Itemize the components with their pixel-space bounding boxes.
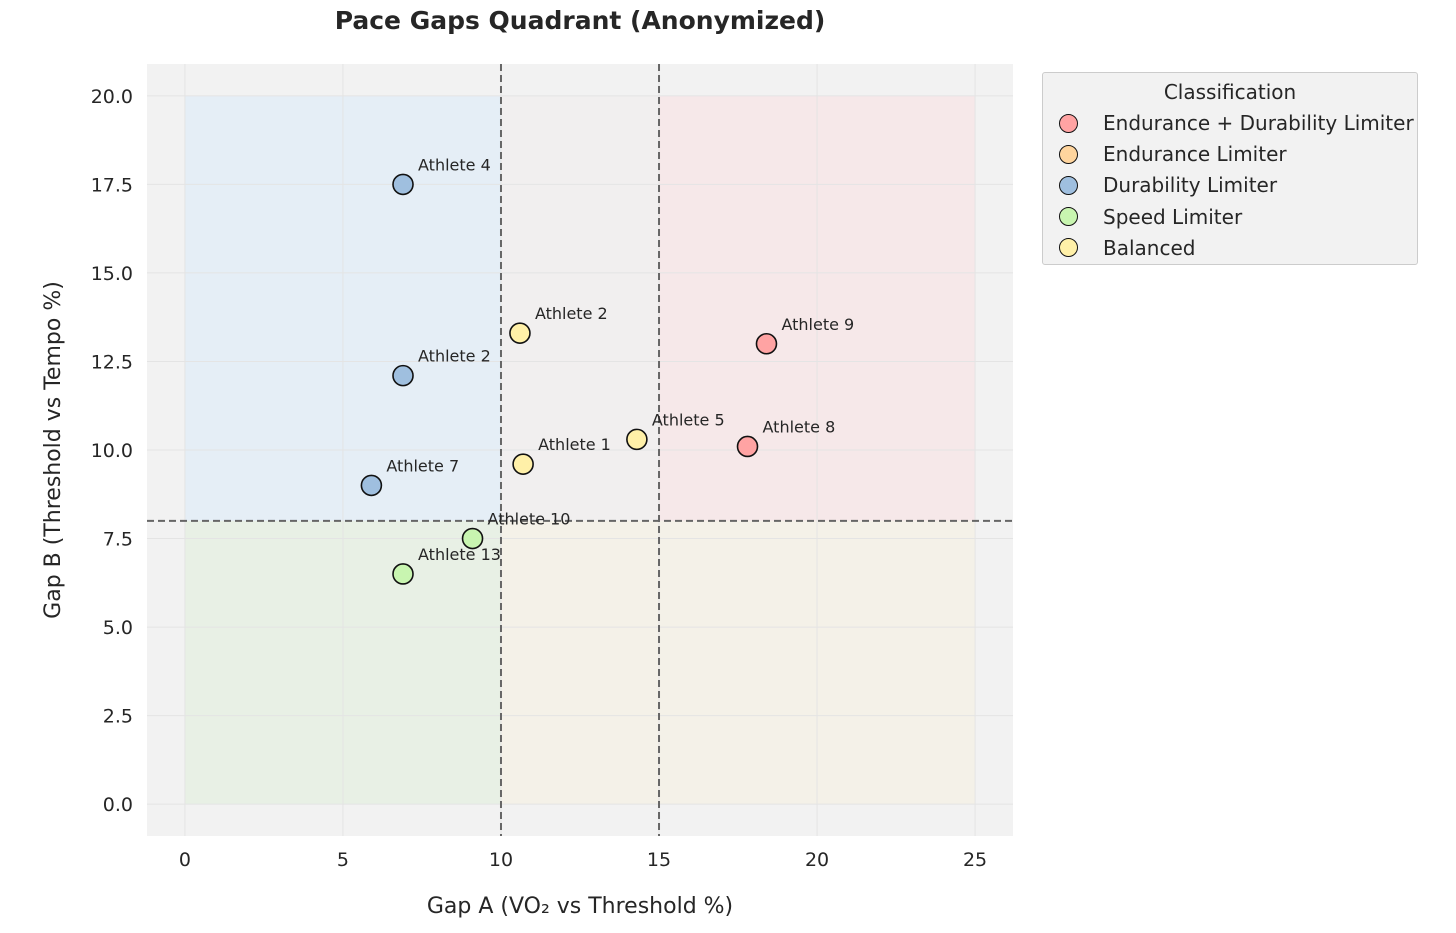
- data-label: Athlete 1: [538, 435, 611, 454]
- data-label: Athlete 4: [418, 155, 491, 174]
- data-label: Athlete 13: [418, 545, 501, 564]
- legend-item: Speed Limiter: [1059, 204, 1242, 230]
- data-point-labels: Athlete 9 Athlete 8 Athlete 4 Athlete 2 Athl…: [386, 155, 854, 564]
- data-label: Athlete 5: [652, 410, 725, 429]
- legend: Classification Endurance + Durability Li…: [1042, 72, 1418, 265]
- y-axis-label: Gap B (Threshold vs Tempo %): [41, 281, 66, 619]
- y-tick-label: 5.0: [103, 617, 133, 639]
- y-tick-label: 12.5: [91, 351, 133, 373]
- y-tick-label: 20.0: [91, 86, 133, 108]
- legend-item: Balanced: [1059, 235, 1195, 261]
- x-tick-label: 10: [489, 849, 513, 871]
- data-label: Athlete 7: [386, 456, 459, 475]
- data-point: [626, 428, 648, 451]
- legend-label: Endurance + Durability Limiter: [1103, 111, 1414, 135]
- y-tick-label: 7.5: [103, 529, 133, 551]
- data-point: [755, 332, 778, 355]
- legend-marker: [1059, 238, 1078, 258]
- legend-item: Endurance Limiter: [1059, 141, 1287, 167]
- legend-item: Endurance + Durability Limiter: [1059, 110, 1414, 136]
- x-tick-label: 20: [805, 849, 829, 871]
- data-label: Athlete 2: [418, 347, 491, 366]
- data-label: Athlete 9: [781, 315, 854, 334]
- data-point: [509, 322, 531, 344]
- x-axis-ticks: 0 5 10 15 20 25: [179, 849, 987, 871]
- y-tick-label: 0.0: [103, 794, 133, 816]
- data-point: [392, 563, 414, 585]
- x-tick-label: 0: [179, 849, 191, 871]
- legend-label: Balanced: [1103, 235, 1196, 260]
- chart-title: Pace Gaps Quadrant (Anonymized): [334, 6, 826, 35]
- legend-marker: [1059, 207, 1078, 227]
- legend-marker: [1059, 175, 1078, 195]
- y-axis-ticks: 0.0 2.5 5.0 7.5 10.0 12.5 15.0 17.5 20.0: [91, 86, 133, 816]
- data-label: Athlete 8: [763, 417, 836, 436]
- y-tick-label: 10.0: [91, 440, 133, 462]
- x-tick-label: 25: [963, 849, 987, 871]
- x-tick-label: 15: [647, 849, 671, 871]
- data-point: [461, 527, 484, 550]
- quadrant-bottom-right: [500, 520, 976, 805]
- data-label: Athlete 2: [535, 304, 608, 323]
- threshold-lines: [147, 64, 1013, 836]
- data-point: [392, 364, 414, 387]
- legend-title: Classification: [1163, 80, 1297, 104]
- data-point: [512, 453, 534, 475]
- legend-label: Endurance Limiter: [1103, 142, 1287, 167]
- legend-label: Durability Limiter: [1103, 173, 1278, 198]
- x-axis-label: Gap A (VO₂ vs Threshold %): [427, 894, 733, 919]
- data-point: [736, 435, 759, 458]
- data-point: [392, 173, 414, 196]
- y-tick-label: 15.0: [91, 263, 133, 285]
- data-point: [360, 474, 383, 497]
- y-tick-label: 17.5: [91, 174, 133, 196]
- legend-marker: [1059, 113, 1078, 133]
- x-tick-label: 5: [337, 849, 349, 871]
- legend-marker: [1059, 144, 1078, 164]
- legend-label: Speed Limiter: [1103, 204, 1243, 229]
- legend-item: Durability Limiter: [1059, 172, 1277, 198]
- data-points: [360, 173, 778, 585]
- data-label: Athlete 10: [488, 510, 571, 529]
- y-tick-label: 2.5: [103, 706, 133, 728]
